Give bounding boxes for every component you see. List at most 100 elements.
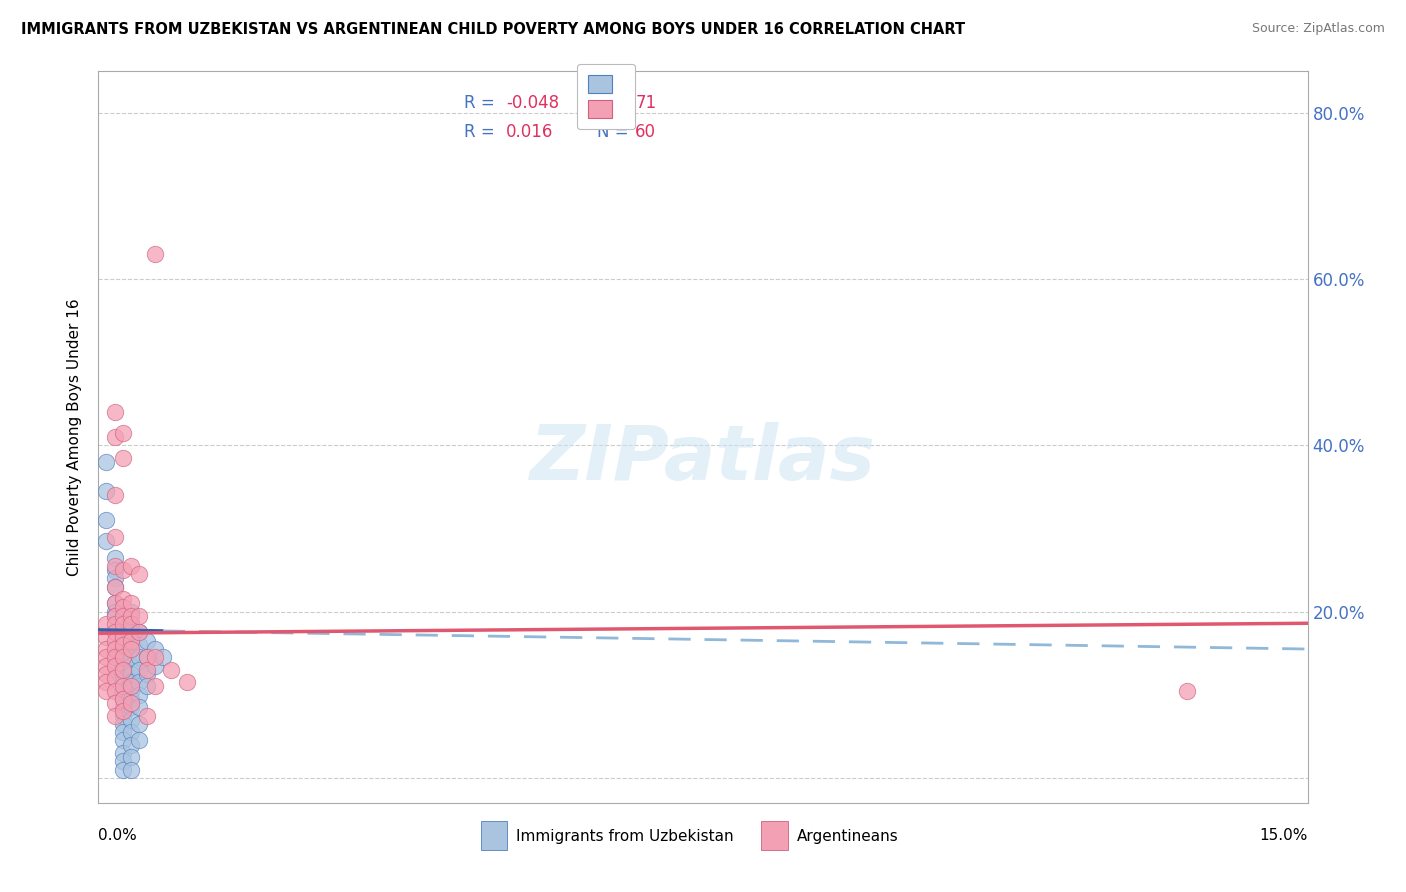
Point [103, 696, 125, 710]
Point [128, 650, 150, 665]
Point [103, 617, 125, 632]
Point [135, 708, 157, 723]
Point [111, 650, 134, 665]
Point [111, 600, 134, 615]
Point [128, 608, 150, 623]
Point [120, 696, 142, 710]
Point [103, 596, 125, 610]
Point [103, 488, 125, 502]
Point [103, 671, 125, 685]
Point [103, 530, 125, 544]
Point [96, 658, 118, 673]
Point [111, 692, 134, 706]
Point [111, 683, 134, 698]
Point [135, 650, 157, 665]
Point [120, 617, 142, 632]
Point [111, 621, 134, 635]
Point [135, 650, 157, 665]
Point [120, 725, 142, 739]
Point [120, 667, 142, 681]
Point [135, 633, 157, 648]
Text: R =: R = [464, 94, 495, 112]
Point [176, 675, 198, 690]
Point [103, 558, 125, 573]
Point [120, 642, 142, 657]
Point [111, 705, 134, 719]
Point [143, 680, 166, 694]
Point [103, 608, 125, 623]
Point [103, 708, 125, 723]
Point [128, 638, 150, 652]
Point [103, 571, 125, 585]
Point [111, 592, 134, 607]
Point [103, 650, 125, 665]
Point [103, 563, 125, 577]
Point [120, 633, 142, 648]
FancyBboxPatch shape [481, 821, 508, 850]
Point [120, 700, 142, 714]
Point [111, 625, 134, 640]
Point [120, 713, 142, 727]
Text: Source: ZipAtlas.com: Source: ZipAtlas.com [1251, 22, 1385, 36]
Text: R =: R = [464, 123, 495, 141]
Point [120, 617, 142, 632]
Point [120, 750, 142, 764]
Point [120, 738, 142, 752]
Point [111, 675, 134, 690]
Point [111, 692, 134, 706]
Point [103, 580, 125, 594]
Point [120, 633, 142, 648]
Point [111, 642, 134, 657]
Point [111, 708, 134, 723]
Point [96, 642, 118, 657]
Point [96, 630, 118, 644]
Point [103, 430, 125, 444]
Text: Argentineans: Argentineans [797, 829, 898, 844]
Point [128, 663, 150, 677]
Point [128, 688, 150, 702]
Point [111, 725, 134, 739]
Point [111, 608, 134, 623]
Text: 60: 60 [636, 123, 657, 141]
Point [128, 733, 150, 747]
Point [111, 617, 134, 632]
Point [103, 642, 125, 657]
Legend: , : , [578, 64, 636, 128]
Point [128, 716, 150, 731]
Text: 0.0%: 0.0% [98, 829, 138, 844]
Point [128, 700, 150, 714]
Point [143, 642, 166, 657]
Text: ZIPatlas: ZIPatlas [530, 422, 876, 496]
Y-axis label: Child Poverty Among Boys Under 16: Child Poverty Among Boys Under 16 [67, 298, 83, 576]
Point [120, 680, 142, 694]
Point [111, 754, 134, 768]
Point [128, 567, 150, 582]
Point [120, 605, 142, 619]
Point [103, 625, 125, 640]
Point [96, 484, 118, 499]
Text: -0.048: -0.048 [506, 94, 560, 112]
Point [111, 667, 134, 681]
Point [111, 646, 134, 660]
Point [111, 638, 134, 652]
Point [143, 247, 166, 261]
Point [96, 667, 118, 681]
Point [111, 563, 134, 577]
Point [128, 675, 150, 690]
Point [111, 700, 134, 714]
Point [111, 613, 134, 627]
Point [135, 663, 157, 677]
Point [120, 558, 142, 573]
Text: 71: 71 [636, 94, 657, 112]
Point [111, 716, 134, 731]
Point [96, 683, 118, 698]
Point [96, 675, 118, 690]
Text: N =: N = [596, 123, 628, 141]
FancyBboxPatch shape [761, 821, 787, 850]
Point [111, 733, 134, 747]
Point [111, 663, 134, 677]
Text: 15.0%: 15.0% [1260, 829, 1308, 844]
Point [152, 650, 174, 665]
Point [103, 658, 125, 673]
Text: N =: N = [596, 94, 628, 112]
